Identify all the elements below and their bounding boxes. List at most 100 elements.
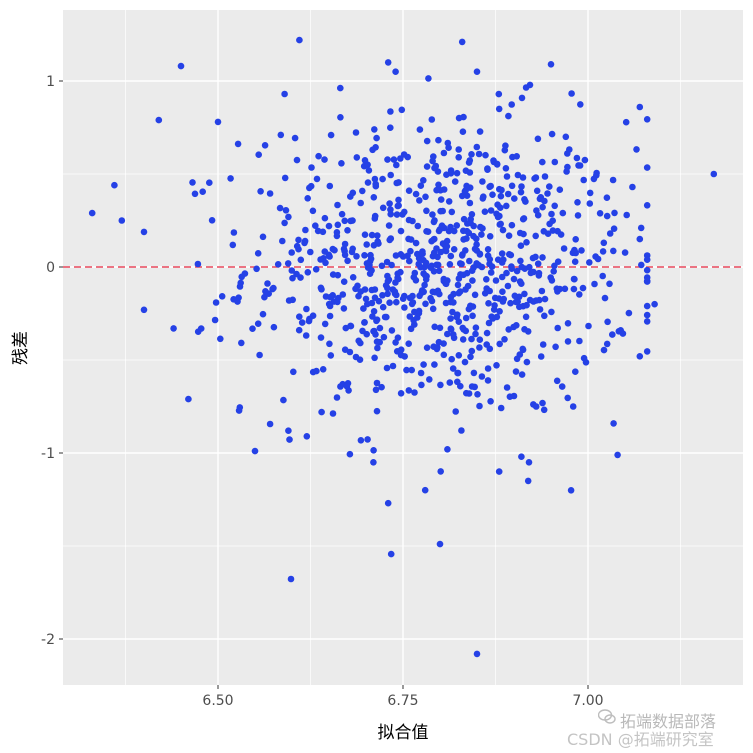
data-point	[291, 134, 299, 142]
data-point	[362, 295, 370, 303]
data-point	[349, 274, 357, 281]
data-point	[485, 319, 493, 327]
data-point	[383, 313, 390, 321]
data-point	[379, 292, 386, 299]
data-point	[423, 344, 431, 352]
data-point	[538, 287, 546, 295]
data-point	[484, 246, 492, 253]
data-point	[447, 223, 454, 231]
data-point	[517, 242, 525, 249]
data-point	[418, 381, 425, 389]
data-point	[416, 126, 424, 133]
data-point	[341, 251, 349, 259]
data-point	[390, 156, 398, 163]
data-point	[414, 250, 421, 258]
data-point	[504, 282, 512, 290]
data-point	[429, 305, 437, 313]
data-point	[249, 325, 256, 333]
data-point	[492, 277, 500, 284]
data-point	[378, 383, 385, 391]
data-point	[397, 351, 405, 359]
data-point	[570, 285, 578, 293]
data-point	[559, 209, 567, 217]
data-point	[435, 227, 443, 235]
data-point	[558, 383, 566, 390]
data-point	[456, 288, 464, 295]
data-point	[537, 353, 545, 360]
data-point	[534, 260, 542, 268]
data-point	[288, 249, 296, 256]
data-point	[496, 221, 504, 228]
data-point	[447, 170, 455, 177]
data-point	[508, 101, 515, 108]
data-point	[606, 280, 613, 288]
data-point	[450, 331, 457, 338]
data-point	[420, 361, 427, 368]
data-point	[88, 209, 96, 217]
data-point	[313, 367, 320, 375]
data-point	[155, 116, 163, 124]
data-point	[523, 358, 531, 366]
data-point	[604, 318, 611, 326]
data-point	[447, 252, 455, 260]
data-point	[374, 344, 381, 352]
data-point	[468, 347, 476, 355]
data-point	[397, 227, 405, 235]
data-point	[383, 258, 391, 266]
data-point	[189, 179, 196, 186]
data-point	[218, 293, 226, 300]
y-tick-label: -2	[41, 632, 55, 648]
data-point	[384, 156, 391, 163]
data-point	[437, 381, 444, 389]
data-point	[477, 223, 484, 231]
data-point	[340, 278, 348, 286]
data-point	[625, 309, 633, 317]
data-point	[643, 266, 651, 274]
data-point	[339, 291, 347, 298]
data-point	[436, 540, 444, 548]
data-point	[206, 179, 213, 186]
data-point	[405, 216, 413, 224]
data-point	[518, 183, 525, 190]
data-point	[374, 232, 381, 239]
data-point	[464, 282, 472, 290]
data-point	[357, 199, 365, 207]
data-point	[423, 228, 430, 235]
data-point	[600, 239, 608, 247]
data-point	[502, 142, 509, 149]
data-point	[302, 226, 309, 234]
data-point	[637, 224, 645, 232]
data-point	[554, 288, 561, 295]
data-point	[536, 296, 543, 304]
data-point	[421, 272, 429, 279]
data-point	[601, 294, 609, 302]
data-point	[472, 330, 479, 338]
data-point	[303, 305, 310, 313]
data-point	[421, 486, 429, 494]
data-point	[327, 352, 335, 359]
data-point	[486, 287, 494, 295]
data-point	[467, 353, 474, 361]
data-point	[422, 259, 430, 267]
data-point	[297, 256, 305, 264]
data-point	[346, 450, 354, 458]
data-point	[251, 447, 259, 455]
data-point	[295, 326, 303, 334]
data-point	[306, 184, 313, 192]
data-point	[539, 341, 547, 348]
data-point	[408, 366, 416, 374]
data-point	[437, 196, 445, 203]
data-point	[405, 387, 413, 394]
data-point	[333, 232, 341, 240]
data-point	[185, 395, 192, 403]
data-point	[566, 146, 573, 153]
data-point	[484, 365, 492, 372]
y-tick-label: -1	[41, 446, 55, 462]
data-point	[285, 213, 292, 221]
data-point	[259, 233, 267, 241]
data-point	[541, 173, 549, 180]
data-point	[420, 177, 427, 184]
data-point	[473, 143, 481, 151]
data-point	[229, 241, 237, 249]
data-point	[389, 362, 397, 370]
